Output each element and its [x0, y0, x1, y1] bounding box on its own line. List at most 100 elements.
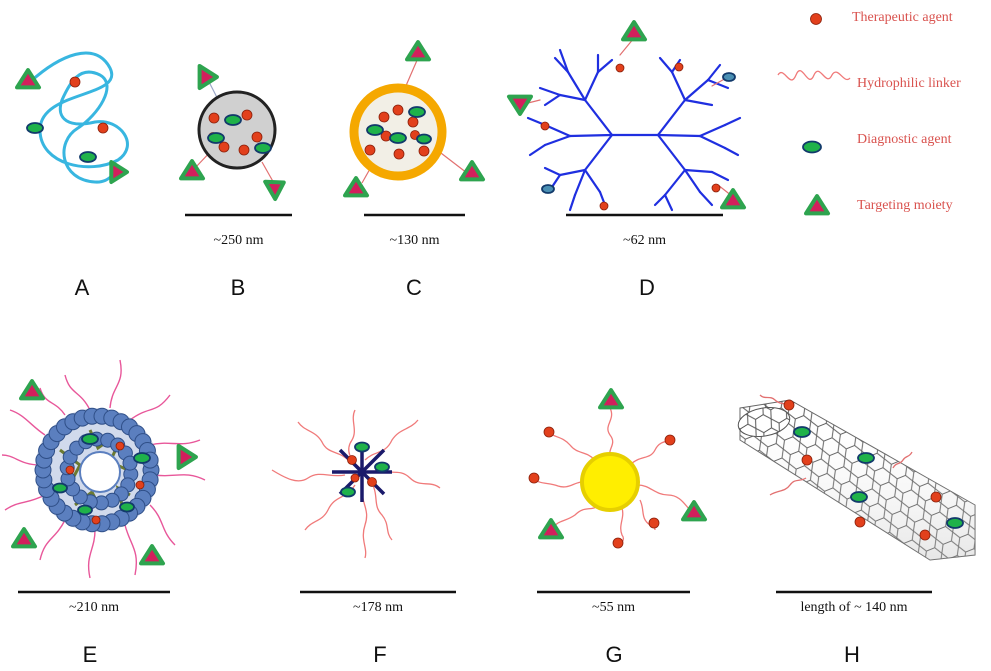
- diagnostic-agent-icon: [722, 72, 736, 82]
- therapeutic-agent-icon: [347, 455, 357, 465]
- diagnostic-agent-icon: [224, 114, 242, 126]
- therapeutic-agent-icon: [854, 516, 866, 528]
- targeting-moiety-icon: [263, 179, 286, 201]
- targeting-moiety-icon: [139, 544, 165, 566]
- targeting-moiety-icon: [197, 64, 219, 90]
- diagnostic-agent-icon: [133, 452, 151, 464]
- therapeutic-agent-icon: [648, 517, 660, 529]
- therapeutic-agent-icon: [919, 529, 931, 541]
- diagnostic-agent-icon: [850, 491, 868, 503]
- diagnostic-agent-icon: [857, 452, 875, 464]
- therapeutic-agent-icon: [810, 13, 822, 25]
- therapeutic-agent-icon: [711, 183, 721, 193]
- panel-label-c: C: [406, 275, 422, 300]
- therapeutic-agent-icon: [392, 104, 404, 116]
- targeting-moiety-icon: [804, 194, 830, 216]
- targeting-moiety-icon: [720, 188, 746, 210]
- therapeutic-agent-icon: [251, 131, 263, 143]
- panel-b-nanoparticle: [194, 77, 277, 186]
- therapeutic-agent-icon: [418, 145, 430, 157]
- therapeutic-agent-icon: [540, 121, 550, 131]
- diagnostic-agent-icon: [793, 426, 811, 438]
- diagnostic-agent-icon: [374, 461, 390, 473]
- legend-targeting-label: Targeting moiety: [857, 198, 953, 213]
- gold-core: [580, 452, 640, 512]
- therapeutic-agent-icon: [407, 116, 419, 128]
- therapeutic-agent-icon: [674, 62, 684, 72]
- targeting-moiety-icon: [109, 160, 129, 184]
- panel-g-gold-nanoparticle: [532, 407, 691, 546]
- panel-e-micelle: [1, 359, 206, 579]
- panel-d-dendrimer: [519, 37, 742, 212]
- targeting-moiety-icon: [459, 160, 485, 182]
- size-label-e: ~210 nm: [69, 600, 119, 615]
- panel-label-f: F: [373, 642, 387, 667]
- panel-label-g: G: [605, 642, 623, 667]
- size-label-c: ~130 nm: [389, 233, 440, 248]
- size-label-h: length of ~ 140 nm: [800, 600, 908, 615]
- targeting-moiety-icon: [179, 159, 205, 181]
- diagnostic-agent-icon: [79, 151, 97, 163]
- scale-bars: [18, 213, 932, 594]
- micelle-tails: [1, 359, 206, 579]
- panel-label-b: B: [230, 275, 246, 300]
- therapeutic-agent-icon: [801, 454, 813, 466]
- diagnostic-agent-icon: [416, 133, 432, 145]
- therapeutic-agent-icon: [393, 148, 405, 160]
- panel-f-star-polymer: [271, 409, 441, 559]
- targeting-moiety-icon: [621, 20, 647, 42]
- targeting-moiety-icon: [405, 40, 431, 62]
- therapeutic-agent-icon: [208, 112, 220, 124]
- size-label-g: ~55 nm: [592, 600, 635, 615]
- legend-symbols: [777, 70, 851, 81]
- therapeutic-agent-icon: [91, 515, 101, 525]
- legend-linker-label: Hydrophilic linker: [857, 76, 961, 91]
- targeting-moiety-icon: [11, 527, 37, 549]
- therapeutic-agent-icon: [367, 477, 377, 487]
- therapeutic-agent-icon: [783, 399, 795, 411]
- therapeutic-agent-icon: [599, 201, 609, 211]
- therapeutic-agent-icon: [930, 491, 942, 503]
- legend-diagnostic-label: Diagnostic agent: [857, 132, 952, 147]
- therapeutic-agent-icon: [378, 111, 390, 123]
- agents-layer: [11, 13, 964, 566]
- particle-core: [197, 90, 277, 170]
- therapeutic-agent-icon: [115, 441, 125, 451]
- therapeutic-agent-icon: [69, 76, 81, 88]
- targeting-moiety-icon: [15, 68, 41, 90]
- size-label-b: ~250 nm: [213, 233, 264, 248]
- diagnostic-agent-icon: [354, 441, 370, 453]
- targeting-moiety-icon: [343, 176, 369, 198]
- micelle-core: [79, 451, 121, 493]
- therapeutic-agent-icon: [135, 480, 145, 490]
- size-label-d: ~62 nm: [623, 233, 666, 248]
- diagnostic-agent-icon: [207, 132, 225, 144]
- diagnostic-agent-icon: [26, 122, 44, 134]
- diagnostic-agent-icon: [340, 486, 356, 498]
- therapeutic-agent-icon: [97, 122, 109, 134]
- therapeutic-agent-icon: [543, 426, 555, 438]
- diagnostic-agent-icon: [81, 433, 99, 445]
- diagnostic-agent-icon: [408, 106, 426, 118]
- diagnostic-agent-icon: [541, 184, 555, 194]
- therapeutic-agent-icon: [238, 144, 250, 156]
- therapeutic-agent-icon: [664, 434, 676, 446]
- therapeutic-agent-icon: [615, 63, 625, 73]
- targeting-moiety-icon: [176, 444, 198, 470]
- targeting-moiety-icon: [681, 500, 707, 522]
- therapeutic-agent-icon: [350, 473, 360, 483]
- diagnostic-agent-icon: [77, 504, 93, 516]
- panel-h-carbon-nanotube: [737, 394, 976, 561]
- targeting-moiety-icon: [19, 379, 45, 401]
- targeting-moiety-icon: [507, 94, 533, 116]
- diagnostic-agent-icon: [119, 501, 135, 513]
- panel-label-h: H: [844, 642, 860, 667]
- diagnostic-agent-icon: [366, 124, 384, 136]
- diagnostic-agent-icon: [52, 482, 68, 494]
- therapeutic-agent-icon: [364, 144, 376, 156]
- linker-symbol: [777, 70, 851, 81]
- panel-label-d: D: [639, 275, 655, 300]
- therapeutic-agent-icon: [612, 537, 624, 549]
- therapeutic-agent-icon: [218, 141, 230, 153]
